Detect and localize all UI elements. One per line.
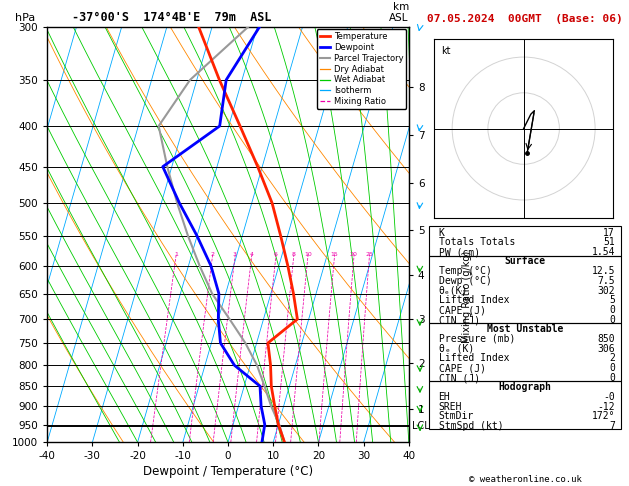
- Legend: Temperature, Dewpoint, Parcel Trajectory, Dry Adiabat, Wet Adiabat, Isotherm, Mi: Temperature, Dewpoint, Parcel Trajectory…: [317, 29, 406, 109]
- Text: CIN (J): CIN (J): [438, 315, 480, 325]
- Text: -37°00'S  174°4B'E  79m  ASL: -37°00'S 174°4B'E 79m ASL: [72, 11, 272, 24]
- Text: Surface: Surface: [504, 256, 545, 266]
- Text: km
ASL: km ASL: [389, 2, 409, 22]
- Text: 3: 3: [233, 252, 237, 257]
- Text: Temp (°C): Temp (°C): [438, 266, 491, 276]
- Text: Pressure (mb): Pressure (mb): [438, 334, 515, 344]
- Text: 2: 2: [610, 353, 615, 364]
- Text: StmSpd (kt): StmSpd (kt): [438, 421, 503, 431]
- Text: 306: 306: [598, 344, 615, 353]
- Text: 1: 1: [174, 252, 178, 257]
- Text: Lifted Index: Lifted Index: [438, 295, 509, 305]
- Text: 7.5: 7.5: [598, 276, 615, 286]
- Text: K: K: [438, 227, 445, 238]
- Text: kt: kt: [442, 46, 451, 56]
- Text: 172°: 172°: [591, 411, 615, 421]
- Text: 25: 25: [365, 252, 373, 257]
- Text: -0: -0: [603, 392, 615, 401]
- Text: 4: 4: [250, 252, 253, 257]
- Bar: [429, 226, 621, 256]
- Text: PW (cm): PW (cm): [438, 247, 480, 257]
- Text: CIN (J): CIN (J): [438, 373, 480, 383]
- Text: 51: 51: [603, 238, 615, 247]
- Text: θₑ(K): θₑ(K): [438, 286, 468, 295]
- Text: Dewp (°C): Dewp (°C): [438, 276, 491, 286]
- Text: hPa: hPa: [14, 13, 35, 22]
- Text: 2: 2: [210, 252, 214, 257]
- Text: 850: 850: [598, 334, 615, 344]
- Text: Lifted Index: Lifted Index: [438, 353, 509, 364]
- Text: -12: -12: [598, 401, 615, 412]
- Text: 8: 8: [292, 252, 296, 257]
- X-axis label: Dewpoint / Temperature (°C): Dewpoint / Temperature (°C): [143, 466, 313, 478]
- Text: 7: 7: [610, 421, 615, 431]
- Text: CAPE (J): CAPE (J): [438, 363, 486, 373]
- Bar: [429, 323, 621, 382]
- Text: SREH: SREH: [438, 401, 462, 412]
- Text: θₑ (K): θₑ (K): [438, 344, 474, 353]
- Text: 15: 15: [330, 252, 338, 257]
- Text: EH: EH: [438, 392, 450, 401]
- Text: CAPE (J): CAPE (J): [438, 305, 486, 315]
- Text: StmDir: StmDir: [438, 411, 474, 421]
- Text: 302: 302: [598, 286, 615, 295]
- Text: LCL: LCL: [413, 421, 430, 432]
- Text: 0: 0: [610, 315, 615, 325]
- Text: 0: 0: [610, 363, 615, 373]
- Text: 0: 0: [610, 305, 615, 315]
- Text: 17: 17: [603, 227, 615, 238]
- Text: 12.5: 12.5: [591, 266, 615, 276]
- Text: 07.05.2024  00GMT  (Base: 06): 07.05.2024 00GMT (Base: 06): [427, 14, 623, 24]
- Text: Totals Totals: Totals Totals: [438, 238, 515, 247]
- Text: © weatheronline.co.uk: © weatheronline.co.uk: [469, 474, 582, 484]
- Text: 0: 0: [610, 373, 615, 383]
- Text: 10: 10: [304, 252, 312, 257]
- Text: 6: 6: [274, 252, 278, 257]
- Text: Most Unstable: Most Unstable: [487, 324, 563, 334]
- Bar: [429, 256, 621, 323]
- Text: Hodograph: Hodograph: [498, 382, 552, 392]
- Text: 20: 20: [350, 252, 358, 257]
- Text: 1.54: 1.54: [591, 247, 615, 257]
- Text: Mixing Ratio (g/kg): Mixing Ratio (g/kg): [462, 251, 472, 343]
- Bar: [429, 382, 621, 430]
- Text: 5: 5: [610, 295, 615, 305]
